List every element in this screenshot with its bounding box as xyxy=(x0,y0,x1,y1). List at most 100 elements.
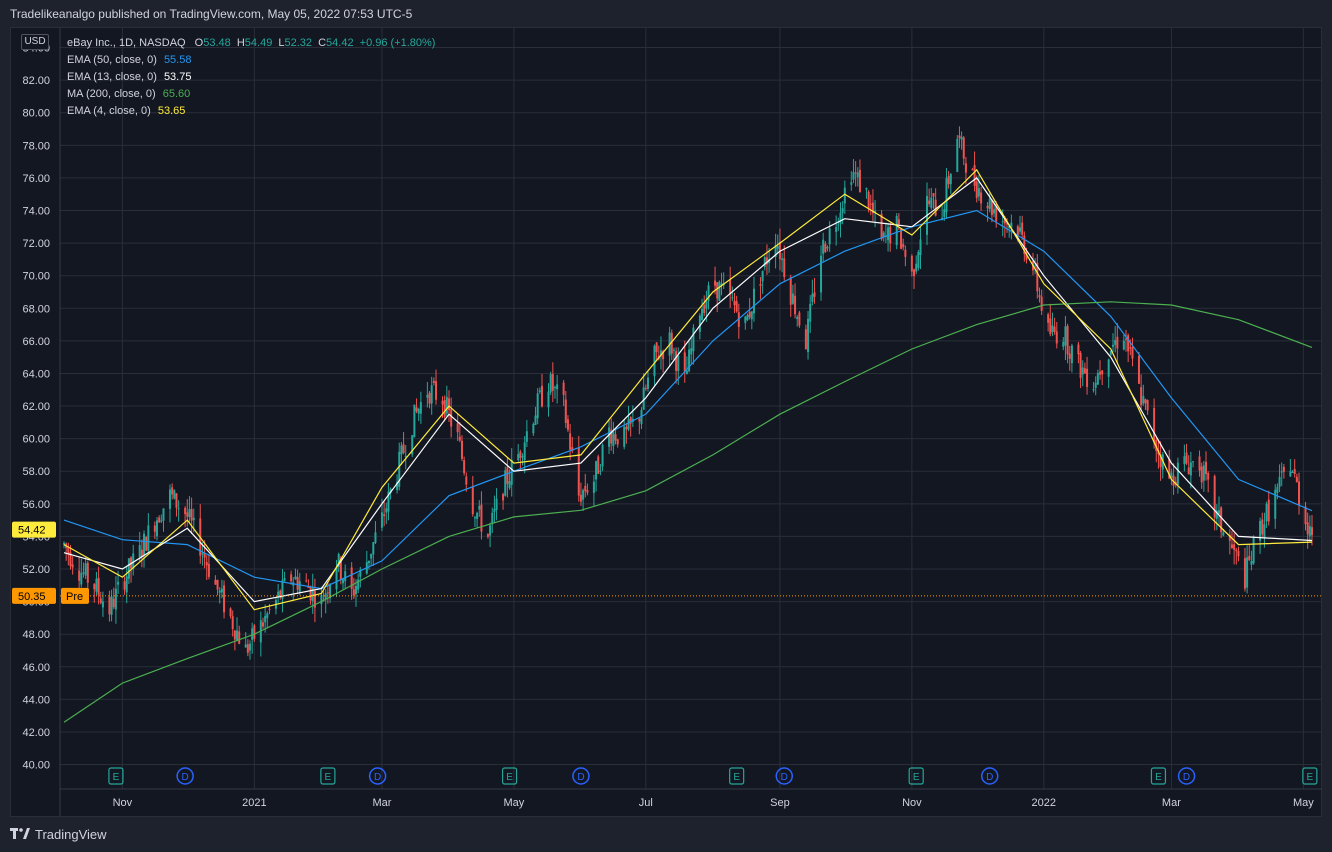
candle-body xyxy=(807,318,810,353)
candle-body xyxy=(465,476,468,485)
candle-body xyxy=(705,301,708,309)
candle-body xyxy=(1252,537,1255,564)
candle-body xyxy=(428,392,431,404)
candle-body xyxy=(125,576,128,593)
candle-body xyxy=(387,491,390,512)
candle-body xyxy=(417,409,420,414)
legend-ma200-row[interactable]: MA (200, close, 0) 65.60 xyxy=(67,86,435,103)
candle-body xyxy=(158,517,161,523)
candle-body xyxy=(975,181,978,198)
ma200-value: 65.60 xyxy=(162,88,191,100)
candle-body xyxy=(659,350,662,357)
candle-body xyxy=(642,387,645,410)
candle-body xyxy=(1094,382,1097,388)
candle-body xyxy=(614,434,617,441)
event-marker-label: E xyxy=(325,772,332,783)
candle-body xyxy=(367,560,370,564)
candle-body xyxy=(556,384,559,390)
candle-body xyxy=(928,200,931,204)
candle-body xyxy=(690,348,693,355)
candle-body xyxy=(913,269,916,277)
candle-body xyxy=(140,549,143,558)
candle-body xyxy=(729,280,732,294)
candle-body xyxy=(236,630,239,640)
candle-body xyxy=(1274,489,1277,519)
candle-body xyxy=(1187,467,1190,475)
candle-body xyxy=(824,243,827,253)
currency-button[interactable]: USD xyxy=(21,34,49,50)
candle-body xyxy=(493,508,496,513)
candle-body xyxy=(309,586,312,601)
pre-tag-badge xyxy=(61,587,89,604)
candle-body xyxy=(655,342,658,353)
candle-body xyxy=(1235,549,1238,552)
legend-ema50-row[interactable]: EMA (50, close, 0) 55.58 xyxy=(67,52,435,69)
candle-body xyxy=(852,172,855,180)
footer-brand[interactable]: TradingView xyxy=(35,826,107,842)
candle-body xyxy=(915,263,918,272)
candle-body xyxy=(173,490,176,499)
candle-body xyxy=(1127,335,1130,352)
candle-body xyxy=(1263,524,1266,539)
indicator-line-ema xyxy=(63,168,1313,611)
legend-symbol-row[interactable]: eBay Inc., 1D, NASDAQ O53.48 H54.49 L52.… xyxy=(67,35,435,52)
candle-body xyxy=(1146,400,1149,411)
candle-body xyxy=(246,644,249,653)
candle-body xyxy=(147,525,150,551)
dividend-event-marker xyxy=(572,767,590,785)
candle-body xyxy=(1083,368,1086,374)
candle-body xyxy=(919,239,922,256)
last-price-label: 54.42 xyxy=(18,525,46,537)
candle-body xyxy=(389,488,392,493)
candle-body xyxy=(759,284,762,286)
indicator-line-ma xyxy=(63,301,1313,723)
candle-body xyxy=(571,447,574,452)
candle-body xyxy=(156,520,159,537)
event-marker-label: D xyxy=(1183,772,1190,783)
x-tick-label: Sep xyxy=(770,797,790,809)
ohlc-close-label: C xyxy=(318,37,327,49)
candle-body xyxy=(1049,318,1052,335)
event-marker-label: D xyxy=(577,772,584,783)
candle-body xyxy=(400,445,403,455)
event-marker-label: D xyxy=(781,772,788,783)
candle-body xyxy=(551,374,554,391)
candle-body xyxy=(443,400,446,417)
candle-body xyxy=(192,517,195,521)
candle-body xyxy=(748,311,751,318)
candle-body xyxy=(279,590,282,598)
candle-body xyxy=(995,206,998,222)
candle-body xyxy=(63,542,65,545)
candle-body xyxy=(566,419,569,430)
candle-body xyxy=(298,581,301,593)
dividend-event-marker xyxy=(775,767,793,785)
y-tick-label: 68.00 xyxy=(22,303,50,315)
candle-body xyxy=(326,592,329,594)
candle-body xyxy=(97,577,100,595)
candle-body xyxy=(229,608,232,617)
dividend-event-marker xyxy=(368,767,387,785)
candle-body xyxy=(294,576,297,580)
candle-body xyxy=(856,172,859,178)
candle-body xyxy=(569,433,572,450)
candle-body xyxy=(882,232,885,238)
candle-body xyxy=(1051,325,1054,333)
candle-body xyxy=(646,377,649,389)
candle-body xyxy=(447,398,450,411)
candle-body xyxy=(296,576,299,590)
candle-body xyxy=(532,424,535,434)
y-tick-label: 42.00 xyxy=(22,727,50,739)
candle-body xyxy=(311,587,314,602)
candle-body xyxy=(1243,558,1246,589)
candle-body xyxy=(441,400,444,405)
legend-ema4-row[interactable]: EMA (4, close, 0) 53.65 xyxy=(67,103,435,120)
candle-body xyxy=(958,135,961,139)
candle-body xyxy=(897,219,900,225)
candle-body xyxy=(1109,351,1112,355)
candle-body xyxy=(320,595,323,605)
candle-body xyxy=(798,312,801,326)
legend-ema13-row[interactable]: EMA (13, close, 0) 53.75 xyxy=(67,69,435,86)
candle-body xyxy=(547,391,550,408)
x-tick-label: May xyxy=(503,797,524,809)
